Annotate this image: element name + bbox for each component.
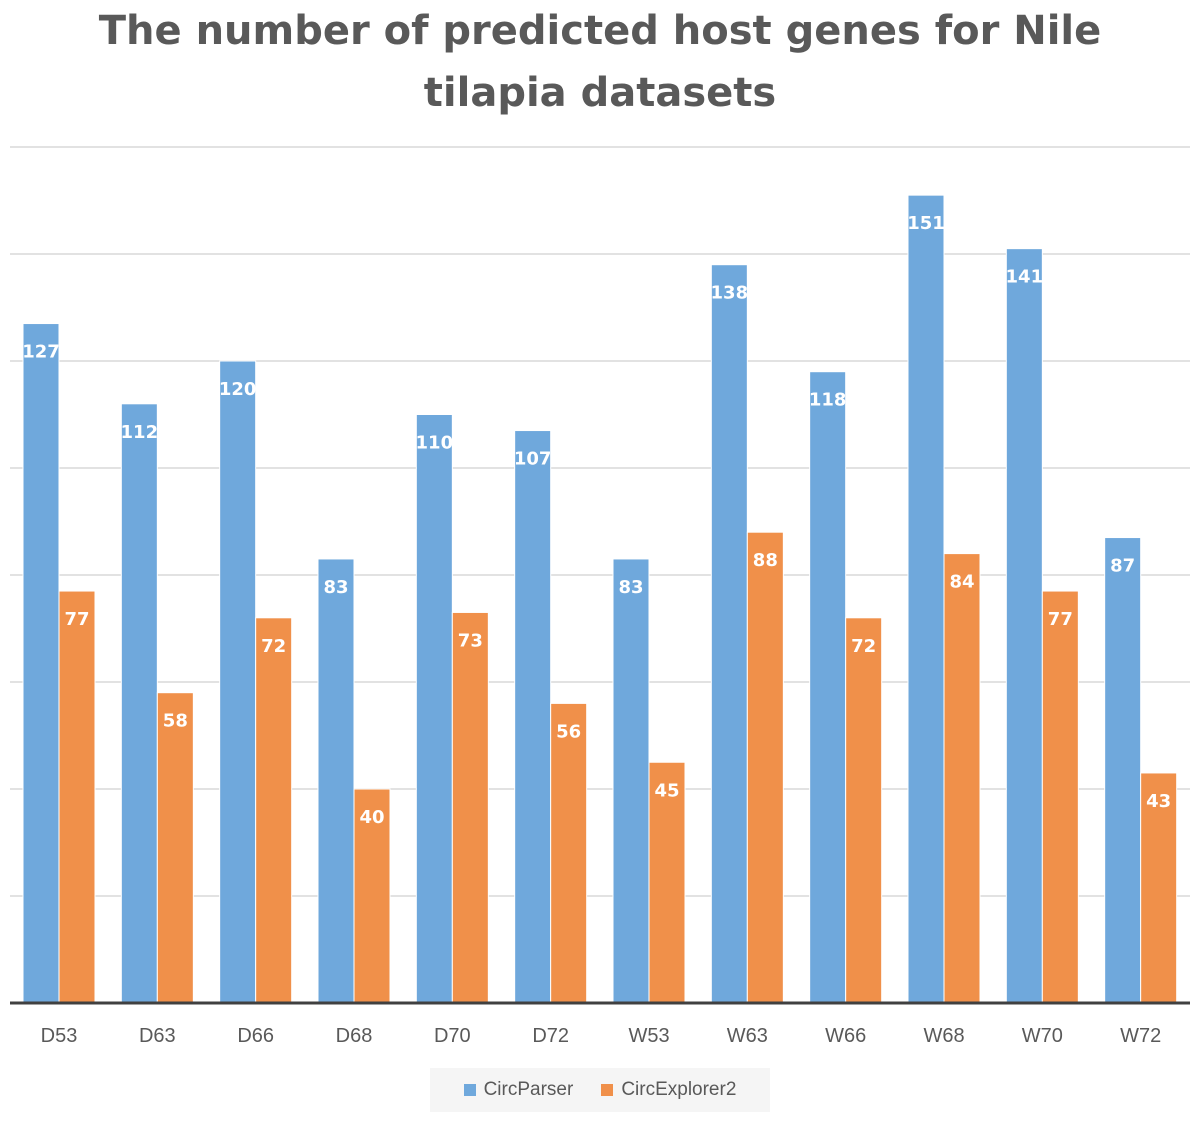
x-tick-label: W63 [727,1025,768,1047]
legend-item-circparser: CircParser [463,1079,574,1101]
data-label: 87 [1110,556,1135,577]
x-tick-label: D66 [237,1025,274,1047]
bar-circparser-w68 [907,194,945,1004]
bar-circexplorer2-w63 [746,531,784,1004]
data-label: 83 [323,577,348,598]
bar-circexplorer2-d53 [58,590,96,1004]
bar-circexplorer2-w66 [845,617,883,1004]
bar-circparser-d70 [415,414,453,1004]
bar-circexplorer2-w53 [648,761,686,1004]
x-tick-label: W68 [923,1025,964,1047]
data-label: 127 [22,342,60,363]
bar-circparser-d66 [219,360,257,1004]
x-tick-label: D53 [41,1025,78,1047]
data-label: 56 [556,721,581,742]
bar-circexplorer2-d63 [156,692,194,1004]
bar-circparser-w63 [710,264,748,1004]
chart-title: The number of predicted host genes for N… [0,0,1200,124]
bar-circexplorer2-w68 [943,553,981,1004]
bar-circparser-d68 [317,558,355,1004]
data-label: 58 [163,711,188,732]
data-label: 72 [261,636,286,657]
data-label: 110 [416,433,454,454]
bar-circparser-d63 [120,403,158,1004]
chart-title-line2: tilapia datasets [423,70,777,116]
data-label: 83 [618,577,643,598]
data-labels: 127 77 112 58 120 72 83 40 110 73 107 56 83 45 138 88 11… [22,213,1171,828]
legend-label-circparser: CircParser [483,1079,574,1100]
bar-circparser-d72 [514,430,552,1004]
bar-circexplorer2-w72 [1140,772,1178,1004]
data-label: 72 [851,636,876,657]
x-tick-label: W72 [1120,1025,1161,1047]
data-label: 77 [1048,609,1073,630]
bar-circexplorer2-d72 [550,702,588,1004]
bar-circparser-d53 [22,323,60,1004]
bar-circparser-w72 [1104,537,1142,1004]
data-label: 120 [219,379,257,400]
data-label: 107 [514,449,552,470]
data-label: 151 [907,213,945,234]
bar-circexplorer2-w70 [1041,590,1079,1004]
bar-circexplorer2-d70 [451,611,489,1004]
chart-title-line1: The number of predicted host genes for N… [98,8,1102,54]
data-label: 141 [1006,267,1044,288]
data-label: 112 [121,422,159,443]
bar-circparser-w70 [1005,248,1043,1004]
x-tick-label: W70 [1022,1025,1063,1047]
legend-swatch-circexplorer2 [601,1084,614,1096]
x-tick-label: W53 [628,1025,669,1047]
data-label: 84 [949,572,974,593]
data-label: 45 [654,780,679,801]
gridlines [10,146,1190,897]
legend-label-circexplorer2: CircExplorer2 [621,1079,737,1100]
data-label: 88 [753,550,778,571]
bar-circparser-w66 [809,371,847,1004]
bar-circparser-w53 [612,558,650,1004]
legend-swatch-circparser [463,1084,476,1096]
bar-circexplorer2-d68 [353,788,391,1004]
data-label: 77 [64,609,89,630]
bar-circexplorer2-d66 [255,617,293,1004]
x-tick-label: D68 [336,1025,373,1047]
legend-item-circexplorer2: CircExplorer2 [601,1079,736,1101]
legend: CircParser CircExplorer2 [430,1068,770,1112]
data-label: 43 [1146,791,1171,812]
x-tick-label: D70 [434,1025,471,1047]
data-label: 138 [711,283,749,304]
x-tick-label: W66 [825,1025,866,1047]
x-tick-label: D72 [532,1025,569,1047]
data-label: 73 [458,630,483,651]
x-tick-label: D63 [139,1025,176,1047]
data-label: 40 [359,807,384,828]
data-label: 118 [809,390,847,411]
x-axis: D53 D63 D66 D68 D70 D72 W53 W63 W66 W68 W70 W72 [10,1001,1190,1047]
bars [22,194,1178,1004]
